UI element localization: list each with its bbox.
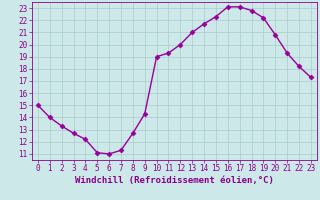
X-axis label: Windchill (Refroidissement éolien,°C): Windchill (Refroidissement éolien,°C) xyxy=(75,176,274,185)
